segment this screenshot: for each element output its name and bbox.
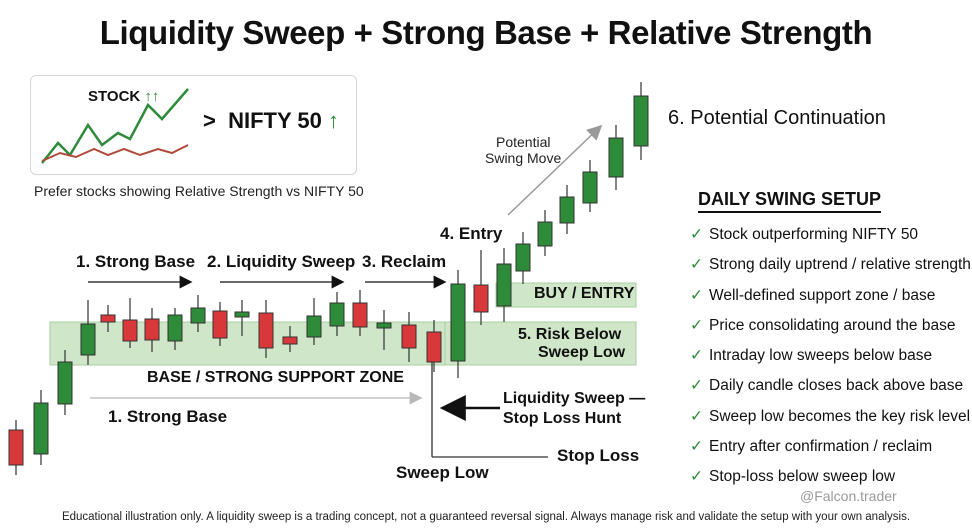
stock-line xyxy=(41,88,189,164)
label-sweep-low-risk: Sweep Low xyxy=(538,344,626,361)
index-line xyxy=(41,144,189,162)
checklist-item: ✓ Stop-loss below sweep low xyxy=(690,468,896,486)
candles xyxy=(8,82,649,475)
inset-caption: Prefer stocks showing Relative Strength … xyxy=(34,183,364,199)
check-icon: ✓ xyxy=(690,256,703,274)
label-sweep-low: Sweep Low xyxy=(396,463,489,482)
checklist-item: ✓ Price consolidating around the base xyxy=(690,316,956,334)
label-entry: 4. Entry xyxy=(440,224,503,243)
check-icon: ✓ xyxy=(690,347,703,365)
relative-strength-inset xyxy=(30,75,357,175)
check-icon: ✓ xyxy=(690,468,703,486)
index-label: NIFTY 50 xyxy=(228,108,322,133)
candle-11 xyxy=(234,300,250,336)
candle-17 xyxy=(376,310,392,350)
candle-14 xyxy=(306,298,322,345)
double-up-arrow-icon: ↑↑ xyxy=(144,88,160,105)
candle-24 xyxy=(537,210,553,256)
label-potential: Potential xyxy=(496,134,551,150)
candle-8 xyxy=(167,308,183,350)
check-icon: ✓ xyxy=(690,226,703,243)
candle-26 xyxy=(582,160,598,212)
checklist-item: ✓ Strong daily uptrend / relative strengt… xyxy=(690,256,971,274)
watermark: @Falcon.trader xyxy=(800,488,897,504)
risk-zone xyxy=(444,321,637,366)
stock-label: STOCK ↑↑ xyxy=(88,88,160,105)
label-buy-entry: BUY / ENTRY xyxy=(534,285,635,302)
candle-21 xyxy=(473,250,489,325)
candle-1 xyxy=(8,420,24,475)
candle-2 xyxy=(33,390,49,465)
candle-10 xyxy=(212,302,228,346)
candle-15 xyxy=(329,292,345,336)
check-icon: ✓ xyxy=(690,286,703,304)
label-potential-continuation: 6. Potential Continuation xyxy=(668,107,886,129)
candle-4 xyxy=(80,300,96,365)
candle-25 xyxy=(559,185,575,234)
checklist-item: ✓ Well-defined support zone / base xyxy=(690,286,936,304)
setup-checklist: ✓ Stock outperforming NIFTY 50 ✓ Strong da… xyxy=(690,225,971,498)
label-base-zone: BASE / STRONG SUPPORT ZONE xyxy=(147,369,404,386)
check-icon: ✓ xyxy=(690,377,703,395)
buy-entry-zone xyxy=(495,282,637,308)
candle-5 xyxy=(100,305,116,332)
checklist-item: ✓ Entry after confirmation / reclaim xyxy=(690,438,933,456)
label-reclaim: 3. Reclaim xyxy=(362,252,447,271)
check-icon: ✓ xyxy=(690,316,703,334)
checklist-item: ✓ Stock outperforming NIFTY 50 xyxy=(690,226,919,243)
candle-27 xyxy=(608,125,624,190)
index-comparison: > NIFTY 50 ↑ xyxy=(203,108,339,134)
check-icon: ✓ xyxy=(690,407,703,425)
candle-12 xyxy=(258,300,274,358)
label-stop-loss: Stop Loss xyxy=(557,446,640,465)
relative-strength-mini-chart xyxy=(41,88,189,164)
label-swing-move: Swing Move xyxy=(485,150,562,166)
up-arrow-icon: ↑ xyxy=(327,108,339,133)
candle-3 xyxy=(57,350,73,415)
checklist-item: ✓ Intraday low sweeps below base xyxy=(690,347,933,365)
candle-23 xyxy=(515,232,531,284)
label-strong-base-lower: 1. Strong Base xyxy=(108,407,228,426)
candle-7 xyxy=(144,308,160,352)
candle-13 xyxy=(282,326,298,352)
candle-6 xyxy=(122,298,138,348)
checklist-item: ✓ Sweep low becomes the key risk level xyxy=(690,407,971,425)
candle-28 xyxy=(633,82,649,160)
candle-reclaim xyxy=(450,270,466,378)
label-liquidity-sweep-hunt-2: Stop Loss Hunt xyxy=(503,410,622,427)
candle-16 xyxy=(352,290,368,336)
candle-9 xyxy=(190,295,206,332)
label-strong-base: 1. Strong Base xyxy=(76,252,196,271)
candle-18 xyxy=(401,312,417,362)
label-liquidity-sweep-hunt-1: Liquidity Sweep — xyxy=(503,390,646,407)
potential-swing-arrow xyxy=(507,124,603,216)
greater-than-sign: > xyxy=(203,108,216,133)
label-risk-below: 5. Risk Below xyxy=(518,326,622,343)
page-title: Liquidity Sweep + Strong Base + Relative… xyxy=(99,14,873,51)
checklist-item: ✓ Daily candle closes back above base xyxy=(690,377,964,395)
footer-disclaimer: Educational illustration only. A liquidi… xyxy=(61,511,911,523)
candle-sweep xyxy=(426,320,442,372)
check-icon: ✓ xyxy=(690,438,703,456)
candle-entry xyxy=(496,248,512,322)
setup-title: DAILY SWING SETUP xyxy=(698,189,882,213)
label-liquidity-sweep: 2. Liquidity Sweep xyxy=(207,252,356,271)
